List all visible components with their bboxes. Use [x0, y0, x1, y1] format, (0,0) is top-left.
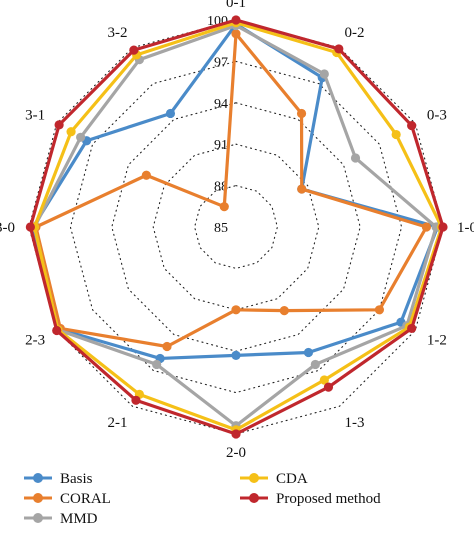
series-coral — [31, 29, 432, 352]
data-point — [162, 341, 172, 352]
tick-label: 97 — [214, 55, 228, 70]
legend: Basis CORAL MMD CDA Proposed method — [24, 471, 381, 527]
category-label: 3-0 — [0, 220, 15, 236]
legend-item: CORAL — [24, 491, 111, 507]
data-point — [438, 222, 448, 232]
category-label: 2-3 — [25, 333, 45, 349]
legend-swatch-marker — [33, 493, 43, 503]
data-point — [407, 323, 417, 334]
series-proposed-method — [25, 15, 448, 439]
category-label: 0-2 — [345, 25, 365, 41]
data-point — [296, 108, 307, 119]
data-point — [231, 350, 241, 360]
data-point — [131, 395, 141, 405]
category-label: 1-3 — [345, 415, 365, 431]
legend-item: Proposed method — [240, 491, 381, 507]
category-label: 2-0 — [226, 445, 246, 461]
data-point — [129, 45, 139, 55]
category-label: 0-1 — [226, 0, 246, 11]
data-point — [231, 305, 241, 315]
data-point — [334, 44, 344, 54]
legend-label: CORAL — [60, 491, 111, 507]
category-label: 1-0 — [457, 220, 474, 236]
legend-label: Proposed method — [276, 491, 381, 507]
series-mmd — [29, 20, 441, 431]
data-point — [374, 305, 385, 315]
data-point — [52, 325, 62, 336]
category-label: 3-1 — [25, 108, 45, 124]
series-cda — [29, 18, 447, 435]
grid-layer — [28, 19, 444, 435]
data-point — [391, 129, 401, 140]
data-point — [407, 120, 417, 131]
legend-label: Basis — [60, 471, 93, 487]
data-point — [297, 184, 307, 194]
tick-label: 85 — [214, 221, 228, 236]
data-point — [76, 132, 86, 142]
data-point — [323, 382, 334, 392]
grid-ring-97 — [69, 60, 403, 394]
data-point — [231, 29, 241, 39]
legend-swatch-marker — [33, 473, 43, 483]
legend-swatch-marker — [249, 473, 259, 483]
data-point — [231, 429, 241, 439]
category-label: 1-2 — [427, 333, 447, 349]
series-line — [28, 18, 445, 436]
data-point — [310, 359, 320, 370]
data-point — [54, 120, 64, 130]
category-label: 2-1 — [108, 415, 128, 431]
data-point — [421, 222, 432, 232]
tick-label: 94 — [214, 97, 228, 112]
grid-ring-91 — [152, 143, 320, 311]
category-label: 0-3 — [427, 108, 447, 124]
data-point — [279, 306, 289, 316]
data-point — [319, 69, 329, 79]
legend-swatch-marker — [249, 493, 259, 503]
legend-label: MMD — [60, 511, 98, 527]
data-point — [231, 15, 241, 25]
label-layer: 0-1 0-2 0-3 1-0 1-2 1-3 2-0 2-1 2-3 3-0 3-1 3-2 — [0, 0, 474, 461]
grid-ring-100 — [28, 19, 444, 435]
data-point — [152, 359, 162, 370]
data-point — [319, 375, 329, 385]
legend-swatch-marker — [33, 513, 43, 523]
legend-label: CDA — [276, 471, 308, 487]
category-label: 3-2 — [108, 25, 128, 41]
legend-item: MMD — [24, 511, 98, 527]
data-point — [25, 222, 35, 232]
data-point — [66, 127, 76, 137]
series-layer — [25, 15, 448, 439]
data-point — [303, 347, 314, 358]
legend-item: CDA — [240, 471, 308, 487]
data-point — [165, 108, 176, 119]
tick-label: 91 — [214, 138, 228, 153]
data-point — [219, 202, 229, 212]
data-point — [350, 153, 361, 163]
legend-item: Basis — [24, 471, 93, 487]
data-point — [141, 170, 151, 180]
series-line — [32, 21, 444, 432]
